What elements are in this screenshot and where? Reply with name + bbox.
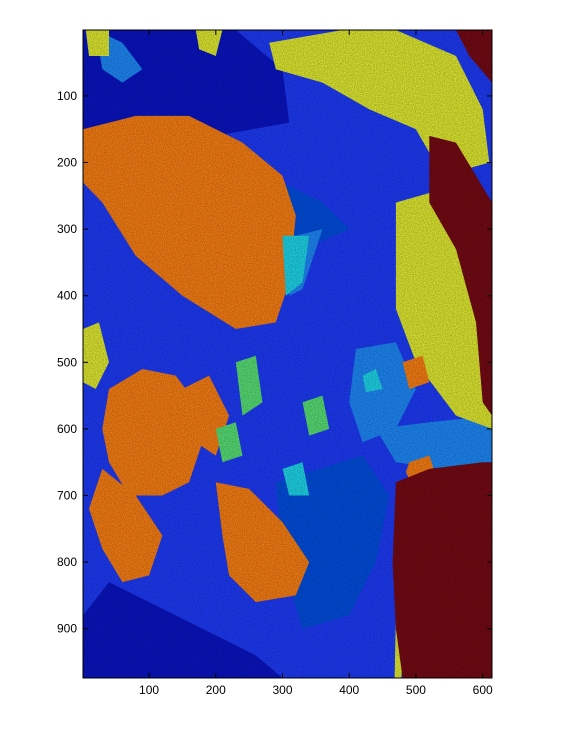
y-tick-label: 600	[57, 422, 77, 436]
y-tick-label: 300	[57, 222, 77, 236]
y-tick-label: 700	[57, 489, 77, 503]
y-tick-label: 400	[57, 289, 77, 303]
x-tick-label: 500	[406, 683, 426, 697]
x-axis-ticks: 100 200 300 400 500 600	[139, 30, 493, 697]
y-tick-label: 800	[57, 555, 77, 569]
x-tick-label: 100	[139, 683, 159, 697]
y-axis-ticks: 100 200 300 400 500 600 700 800 900	[57, 89, 492, 636]
y-tick-label: 100	[57, 89, 77, 103]
y-tick-label: 900	[57, 622, 77, 636]
x-tick-label: 600	[473, 683, 493, 697]
y-tick-label: 200	[57, 156, 77, 170]
axes-frame	[82, 29, 493, 679]
x-tick-label: 300	[272, 683, 292, 697]
heatmap-texture	[83, 30, 492, 678]
x-tick-label: 400	[339, 683, 359, 697]
y-tick-label: 500	[57, 355, 77, 369]
x-tick-label: 200	[206, 683, 226, 697]
heatmap-plot-area	[83, 30, 492, 678]
